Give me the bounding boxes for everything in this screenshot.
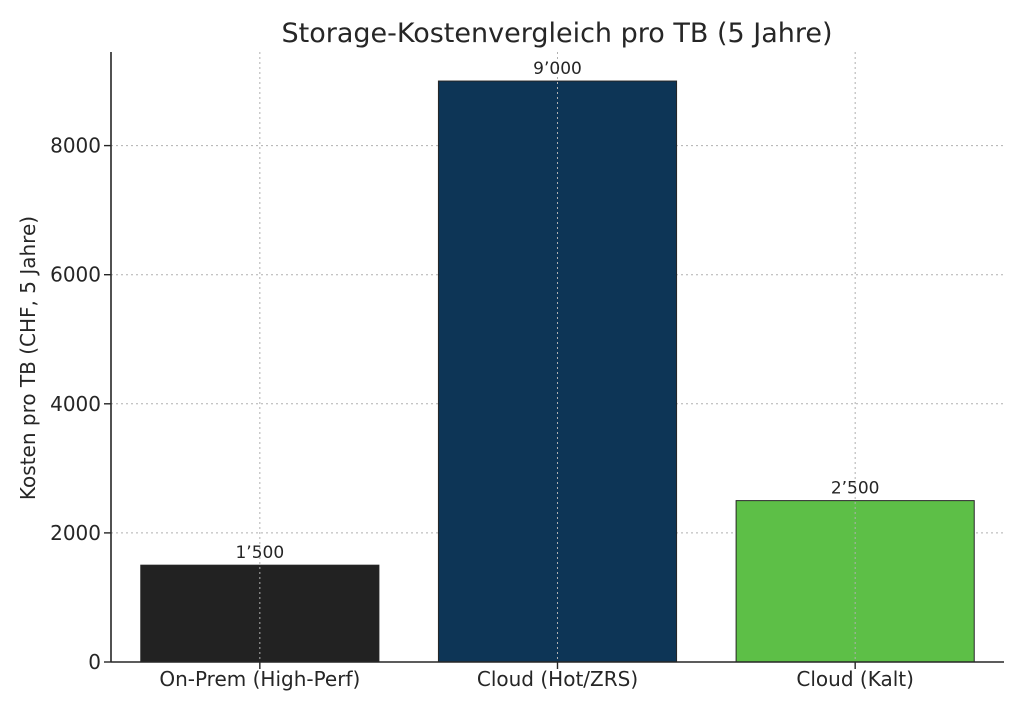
y-tick-label: 6000 — [50, 263, 101, 287]
y-tick-label: 2000 — [50, 521, 101, 545]
y-tick-label: 4000 — [50, 392, 101, 416]
bar-value-label: 1’500 — [235, 543, 284, 563]
y-axis-label: Kosten pro TB (CHF, 5 Jahre) — [16, 216, 40, 500]
x-tick-label: Cloud (Kalt) — [796, 667, 914, 691]
chart-title: Storage-Kostenvergleich pro TB (5 Jahre) — [281, 18, 832, 49]
y-tick-label: 0 — [88, 650, 101, 674]
bar — [140, 564, 380, 663]
bar-value-label: 2’500 — [831, 479, 880, 499]
y-tick-label: 8000 — [50, 134, 101, 158]
x-tick-label: On-Prem (High-Perf) — [159, 667, 360, 691]
x-grid-layer — [259, 52, 856, 662]
labels-layer: 0 2000 4000 6000 8000 On-Prem (High-Perf) 1’50… — [50, 59, 914, 691]
bar-value-label: 9’000 — [533, 59, 582, 79]
axes-layer — [104, 52, 1004, 669]
x-tick-label: Cloud (Hot/ZRS) — [477, 667, 638, 691]
